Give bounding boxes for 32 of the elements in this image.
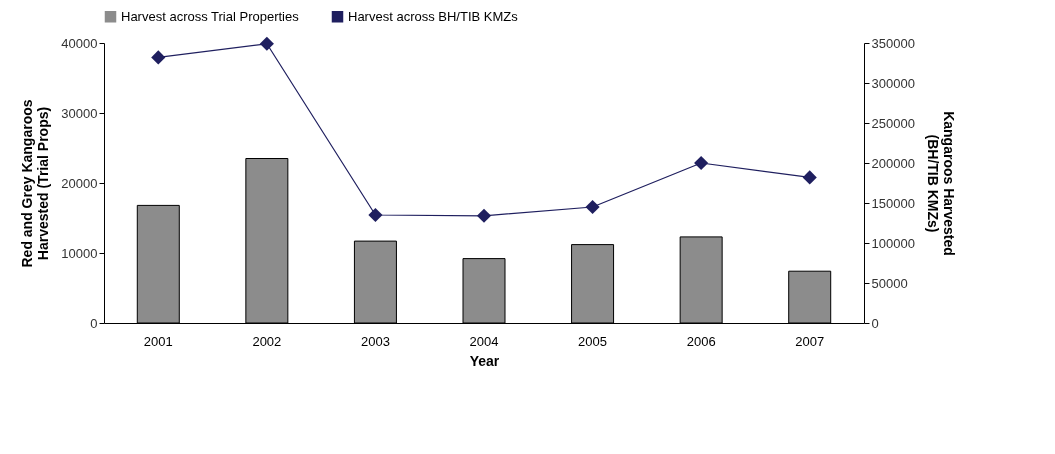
y2-tick-label: 250000 xyxy=(871,115,915,131)
x-tick-label: 2002 xyxy=(252,333,282,349)
x-tick-label: 2007 xyxy=(795,333,825,349)
point xyxy=(259,36,274,51)
point xyxy=(694,155,709,171)
y-tick-label: 20000 xyxy=(61,175,98,191)
y2-tick-label: 200000 xyxy=(871,155,915,171)
point xyxy=(476,208,492,223)
y2-axis-title: Kangaroos Harvested (BH/TIB KMZs) xyxy=(924,111,957,256)
y2-tick-label: 300000 xyxy=(871,75,915,91)
x-tick-label: 2005 xyxy=(578,333,608,349)
x-tick-label: 2006 xyxy=(686,333,716,349)
legend-label: Harvest across Trial Properties xyxy=(121,8,300,24)
y2-tick-label: 0 xyxy=(871,315,879,331)
y-tick-label: 0 xyxy=(90,315,98,331)
x-tick-label: 2004 xyxy=(469,333,499,349)
y2-tick-label: 50000 xyxy=(871,275,908,291)
y-tick-label: 30000 xyxy=(61,105,98,121)
y-tick-label: 40000 xyxy=(61,35,98,51)
y2-tick-label: 100000 xyxy=(871,235,915,251)
x-tick-label: 2001 xyxy=(143,333,173,349)
y-tick-label: 10000 xyxy=(61,245,98,261)
y2-tick-label: 150000 xyxy=(871,195,915,211)
point xyxy=(802,170,817,185)
y-axis-title: Red and Grey Kangaroos Harvested (Trial Props) xyxy=(19,99,52,268)
point xyxy=(585,199,600,215)
point xyxy=(151,50,166,65)
x-tick-label: 2003 xyxy=(360,333,390,349)
point xyxy=(368,207,383,223)
x-axis-title: Year xyxy=(469,352,500,369)
legend-label: Harvest across BH/TIB KMZs xyxy=(348,8,519,24)
y2-tick-label: 350000 xyxy=(871,35,915,51)
